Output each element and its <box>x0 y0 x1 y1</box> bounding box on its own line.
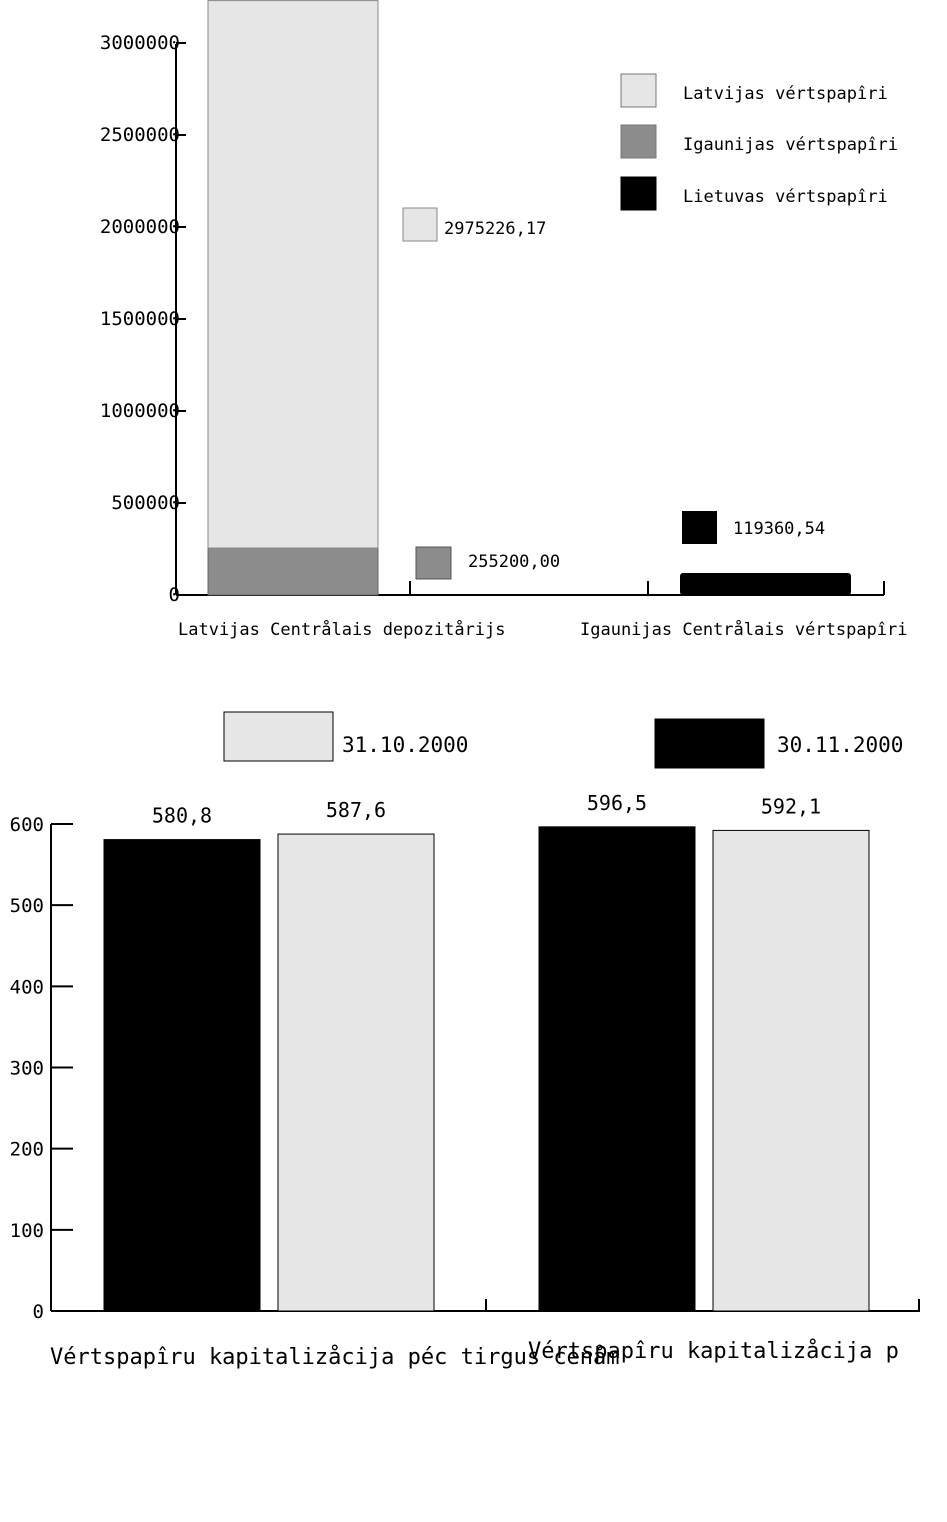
y-tick-label: 2500000 <box>100 124 180 146</box>
legend-label-1: Igaunijas vértspapîri <box>683 135 898 155</box>
y-tick-label: 3000000 <box>100 32 180 54</box>
y-tick-label: 1000000 <box>100 400 180 422</box>
legend-label-2-1: 30.11.2000 <box>777 733 903 757</box>
legend-label-0: Latvijas vértspapîri <box>683 84 888 104</box>
x-category-label-2: Vértspapîru kapitalizåcija p <box>528 1338 899 1364</box>
bar-value-label: 580,8 <box>152 804 212 828</box>
y-tick-label-2: 200 <box>10 1139 44 1161</box>
legend-swatch-2-0 <box>223 711 334 762</box>
y-tick-label: 1500000 <box>100 308 180 330</box>
data-label-latvijas: 2975226,17 <box>444 219 546 239</box>
bar-31.10.2000-0 <box>103 839 261 1312</box>
bar-latvijas-latvijas-cd <box>207 0 379 549</box>
data-label-marker-lietuvas <box>682 511 717 544</box>
data-label-lietuvas: 119360,54 <box>733 519 825 539</box>
y-tick-label-2: 500 <box>10 895 44 917</box>
y-tick-label-2: 400 <box>10 976 44 998</box>
bar-30.11.2000-1 <box>712 829 870 1312</box>
bar-30.11.2000-0 <box>277 833 435 1312</box>
legend-label-2: Lietuvas vértspapîri <box>683 187 888 207</box>
data-label-marker-latvijas <box>402 207 438 242</box>
legend-label-2-0: 31.10.2000 <box>342 733 468 757</box>
bar-igaunijas-latvijas-cd <box>207 547 379 596</box>
legend-swatch-2 <box>620 176 657 211</box>
y-tick-label: 0 <box>169 584 180 606</box>
bar-value-label: 596,5 <box>587 791 647 815</box>
x-category-label: Latvijas Centrålais depozitårijs <box>178 619 506 640</box>
y-tick-label-2: 0 <box>33 1301 44 1323</box>
legend-swatch-2-1 <box>654 718 765 769</box>
legend-swatch-1 <box>620 124 657 159</box>
x-category-label: Igaunijas Centrålais vértspapîri <box>580 619 908 640</box>
y-tick-label-2: 100 <box>10 1220 44 1242</box>
x-category-label-2: Vértspapîru kapitalizåcija péc tirgus ce… <box>50 1344 620 1370</box>
data-label-igaunijas: 255200,00 <box>468 552 560 572</box>
y-tick-label: 500000 <box>111 492 180 514</box>
y-tick-label: 2000000 <box>100 216 180 238</box>
y-tick-label-2: 600 <box>10 814 44 836</box>
data-label-marker-igaunijas <box>415 546 452 580</box>
y-tick-label-2: 300 <box>10 1058 44 1080</box>
bar-31.10.2000-1 <box>538 826 696 1312</box>
bar-value-label: 587,6 <box>326 798 386 822</box>
legend-swatch-0 <box>620 73 657 108</box>
bar-value-label: 592,1 <box>761 794 821 818</box>
bar-lietuvas-third <box>680 573 851 595</box>
